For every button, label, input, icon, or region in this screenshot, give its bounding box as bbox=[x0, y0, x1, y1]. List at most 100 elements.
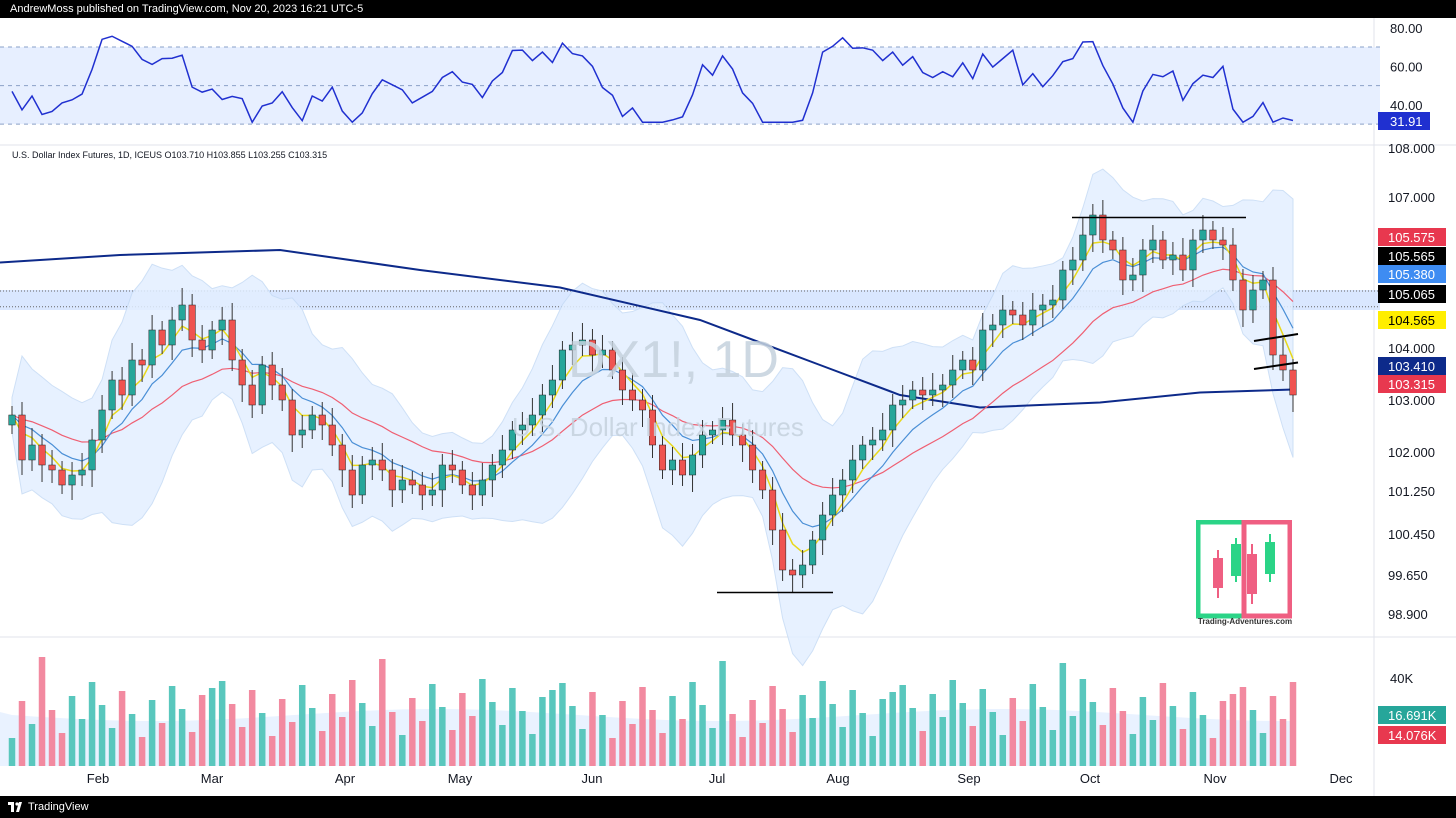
x-axis-month-label: Mar bbox=[201, 771, 224, 786]
volume-bar bbox=[168, 686, 176, 766]
publish-header: AndrewMoss published on TradingView.com,… bbox=[0, 0, 1456, 18]
candle-body bbox=[508, 429, 516, 451]
x-axis-month-label: Jul bbox=[709, 771, 726, 786]
volume-bar bbox=[519, 711, 526, 766]
trading-adventures-logo bbox=[1196, 520, 1292, 619]
footer-brand: TradingView bbox=[28, 801, 89, 813]
price-label-badge bbox=[1378, 311, 1446, 329]
candle-body bbox=[969, 359, 977, 371]
volume-bar bbox=[739, 737, 746, 766]
price-label-badge bbox=[1378, 228, 1446, 246]
volume-bar bbox=[1119, 711, 1127, 766]
candle-body bbox=[518, 424, 526, 431]
volume-bar bbox=[839, 727, 846, 766]
candle-body bbox=[779, 529, 787, 571]
candle-body bbox=[418, 484, 426, 496]
volume-bar bbox=[419, 721, 426, 766]
support-line-lower bbox=[1253, 361, 1299, 370]
price-tick-label: 108.000 bbox=[1388, 141, 1435, 156]
candle-body bbox=[348, 469, 356, 496]
price-label-badge bbox=[1378, 265, 1446, 283]
price-tick-label: 107.000 bbox=[1388, 190, 1435, 205]
candle-body bbox=[799, 564, 807, 576]
volume-bar bbox=[479, 679, 486, 766]
rsi-tick-label: 80.00 bbox=[1390, 21, 1423, 36]
volume-bar bbox=[639, 687, 646, 766]
volume-bar bbox=[68, 696, 76, 766]
volume-bar bbox=[38, 657, 46, 766]
candle-body bbox=[558, 349, 566, 381]
volume-bar bbox=[98, 705, 106, 766]
candle-body bbox=[1109, 239, 1117, 251]
candle-body bbox=[1219, 239, 1227, 246]
candle-body bbox=[248, 384, 256, 406]
volume-bar bbox=[258, 713, 266, 766]
candle-body bbox=[1049, 299, 1057, 306]
candle-body bbox=[38, 444, 46, 466]
candle-body bbox=[1169, 254, 1177, 261]
price-tick-label: 98.900 bbox=[1388, 607, 1428, 622]
volume-bar bbox=[909, 708, 916, 766]
volume-bar bbox=[308, 708, 316, 766]
candle-body bbox=[88, 439, 96, 471]
candle-body bbox=[909, 389, 917, 401]
volume-bar bbox=[489, 702, 496, 766]
volume-bar bbox=[1229, 694, 1237, 766]
candle-body bbox=[1259, 279, 1267, 291]
candle-body bbox=[98, 409, 106, 441]
volume-bar bbox=[48, 710, 56, 766]
candle-body bbox=[428, 489, 436, 496]
candle-body bbox=[899, 399, 907, 406]
volume-bar bbox=[799, 695, 806, 766]
volume-bar bbox=[58, 733, 66, 766]
volume-bar bbox=[409, 698, 416, 766]
candle-body bbox=[659, 444, 667, 471]
candle-body bbox=[488, 464, 496, 481]
candle-body bbox=[679, 459, 687, 476]
volume-up-label: 16.691K bbox=[1388, 708, 1437, 723]
symbol-ohlc-line: U.S. Dollar Index Futures, 1D, ICEUS O10… bbox=[12, 150, 328, 160]
volume-bar bbox=[529, 734, 536, 766]
candle-body bbox=[1139, 249, 1147, 276]
volume-bar bbox=[1109, 688, 1117, 766]
volume-bar bbox=[1029, 684, 1037, 766]
volume-bar bbox=[78, 719, 86, 766]
volume-bar bbox=[1209, 738, 1217, 766]
volume-bar bbox=[969, 726, 977, 766]
candle-body bbox=[1059, 269, 1067, 301]
candle-body bbox=[999, 309, 1007, 326]
volume-bar bbox=[1279, 719, 1287, 766]
volume-bar bbox=[649, 710, 656, 766]
price-tick-label: 105.065 bbox=[1388, 287, 1435, 302]
volume-bar bbox=[559, 683, 566, 766]
candle-body bbox=[1079, 234, 1087, 261]
volume-bar bbox=[939, 717, 946, 766]
candle-body bbox=[1179, 254, 1187, 271]
volume-bar bbox=[278, 699, 286, 766]
volume-bar bbox=[619, 701, 626, 766]
volume-bar bbox=[499, 725, 506, 766]
candle-body bbox=[1239, 279, 1247, 311]
volume-bar bbox=[339, 717, 346, 766]
x-axis-month-label: Oct bbox=[1080, 771, 1101, 786]
candle-body bbox=[1129, 274, 1137, 281]
candle-body bbox=[729, 419, 737, 436]
candle-body bbox=[258, 364, 266, 406]
volume-bar bbox=[1079, 679, 1087, 766]
price-tick-label: 105.565 bbox=[1388, 249, 1435, 264]
volume-bar bbox=[429, 684, 436, 766]
volume-down-badge bbox=[1378, 726, 1446, 744]
rsi-value-badge bbox=[1378, 112, 1430, 130]
volume-bar bbox=[1179, 729, 1187, 766]
volume-bar bbox=[439, 707, 446, 766]
rsi-line bbox=[11, 35, 1294, 124]
volume-bar bbox=[158, 723, 166, 766]
volume-bar bbox=[248, 690, 256, 766]
watermark-symbol: DX1!, 1D bbox=[568, 331, 779, 389]
volume-bar bbox=[949, 680, 956, 766]
x-axis-month-label: Nov bbox=[1203, 771, 1227, 786]
volume-bar bbox=[359, 703, 366, 766]
volume-bar bbox=[1249, 710, 1257, 766]
volume-bar bbox=[1219, 701, 1227, 766]
